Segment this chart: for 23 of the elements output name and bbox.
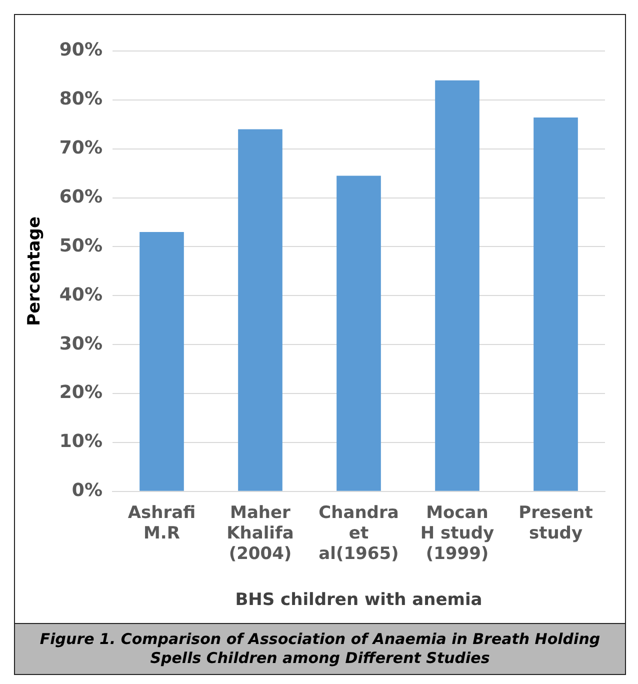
x-tick-label: Present study [518,503,593,544]
y-tick-label: 60% [59,186,102,208]
bar [336,176,381,491]
x-tick-label: Chandra et al(1965) [318,503,399,564]
bar [534,118,578,491]
y-tick-label: 90% [59,40,102,61]
y-tick-label: 80% [59,88,102,110]
caption: Figure 1. Comparison of Association of Anaemia in Breath Holding Spells Children among Different Studies [15,623,625,674]
y-tick-label: 20% [59,382,102,404]
y-tick-label: 0% [72,480,102,502]
bar [238,129,282,491]
x-tick-label: Ashrafi M.R [128,503,196,544]
bar [140,232,184,491]
y-axis-title: Percentage [24,216,45,326]
bar [435,80,480,491]
y-tick-label: 30% [59,333,102,354]
x-tick-label: Maher Khalifa (2004) [226,503,294,564]
y-tick-label: 10% [59,431,102,452]
y-tick-label: 50% [59,235,102,256]
y-tick-label: 40% [59,284,102,306]
y-tick-label: 70% [59,138,102,159]
x-axis-title: BHS children with anemia [235,590,482,610]
x-tick-label: Mocan H study (1999) [420,503,494,564]
